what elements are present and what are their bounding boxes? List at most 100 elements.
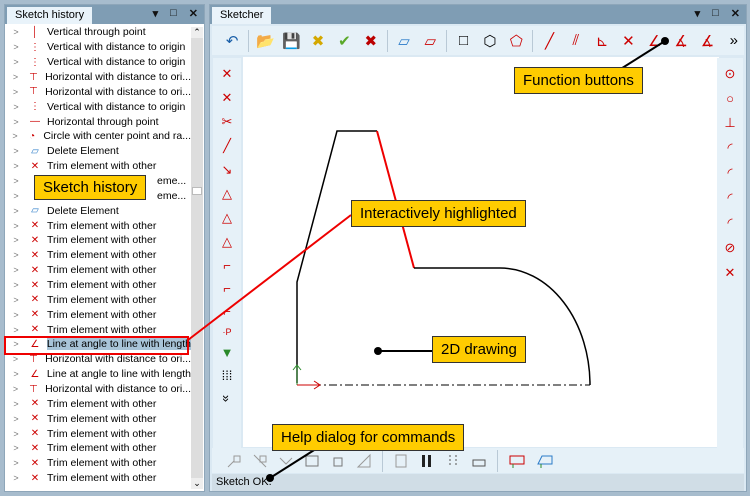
- history-scrollbar[interactable]: ⌃ ⌄: [191, 27, 203, 489]
- drawing-canvas[interactable]: [243, 57, 719, 447]
- history-item[interactable]: > ✕ Trim element with other: [5, 263, 191, 278]
- expand-chevron-icon[interactable]: >: [13, 443, 19, 454]
- fillet-icon[interactable]: △: [222, 186, 232, 201]
- circle-icon[interactable]: ○: [726, 91, 734, 106]
- history-item[interactable]: > ⋮ Vertical with distance to origin: [5, 55, 191, 70]
- expand-chevron-icon[interactable]: >: [13, 458, 19, 469]
- arc-icon[interactable]: ◜: [727, 165, 733, 180]
- perpendicular-line-icon[interactable]: ⊾: [595, 32, 609, 50]
- history-item[interactable]: > ⋮ Vertical with distance to origin: [5, 40, 191, 55]
- history-item[interactable]: > ✕ Trim element with other: [5, 307, 191, 322]
- constraint-icon[interactable]: [278, 453, 294, 469]
- history-item[interactable]: > ✕ Trim element with other: [5, 278, 191, 293]
- corner-icon[interactable]: ⌐: [223, 258, 231, 273]
- triangle-down-icon[interactable]: ▼: [220, 345, 234, 360]
- expand-chevron-icon[interactable]: >: [12, 86, 19, 97]
- circle-tangent-icon[interactable]: ⊥: [724, 115, 736, 130]
- history-item[interactable]: > ▱ Delete Element: [5, 144, 191, 159]
- history-item[interactable]: > ⋮ Vertical with distance to origin: [5, 99, 191, 114]
- history-item[interactable]: > ✕ Trim element with other: [5, 292, 191, 307]
- close-icon[interactable]: ✕: [188, 8, 198, 20]
- expand-chevron-icon[interactable]: >: [13, 294, 19, 305]
- corner-icon[interactable]: ⌐: [223, 281, 231, 296]
- expand-chevron-icon[interactable]: >: [13, 42, 19, 53]
- angle-line-length-icon[interactable]: ∡: [674, 32, 688, 50]
- maximize-icon[interactable]: □: [712, 7, 719, 19]
- trim-tool-icon[interactable]: ✕: [221, 66, 233, 81]
- arc-icon[interactable]: ◜: [727, 190, 733, 205]
- close-sketch-icon[interactable]: ✖: [364, 32, 378, 50]
- expand-chevron-icon[interactable]: >: [12, 354, 19, 365]
- arc-icon[interactable]: ◜: [727, 140, 733, 155]
- history-item[interactable]: > ✕ Trim element with other: [5, 456, 191, 471]
- history-item[interactable]: > ✕ Trim element with other: [5, 441, 191, 456]
- chamfer-icon[interactable]: △: [222, 234, 232, 249]
- layout-icon[interactable]: [393, 453, 409, 469]
- grid-icon[interactable]: ⁞⁞⁞: [221, 368, 233, 383]
- cancel-x-icon[interactable]: ✖: [311, 32, 325, 50]
- menu-icon[interactable]: ▾: [152, 8, 159, 20]
- history-item[interactable]: > │ Vertical through point: [5, 25, 191, 40]
- expand-chevron-icon[interactable]: >: [13, 309, 19, 320]
- expand-chevron-icon[interactable]: >: [13, 265, 19, 276]
- history-item[interactable]: > ⊤ Horizontal with distance to ori...: [5, 84, 191, 99]
- circle-point-icon[interactable]: ⊙: [724, 66, 736, 81]
- expand-chevron-icon[interactable]: >: [12, 384, 19, 395]
- constraint-icon[interactable]: [330, 453, 346, 469]
- undo-icon[interactable]: ↶: [225, 32, 239, 50]
- arc-line-icon[interactable]: ✕: [724, 265, 736, 280]
- scroll-up-icon[interactable]: ⌃: [191, 27, 203, 38]
- constraint-icon[interactable]: [356, 453, 372, 469]
- hexagon-icon[interactable]: ⬡: [483, 32, 497, 50]
- history-item[interactable]: > ∠ Line at angle to line with length: [5, 337, 191, 352]
- history-item[interactable]: > ✕ Trim element with other: [5, 411, 191, 426]
- history-item[interactable]: > ✕ Trim element with other: [5, 159, 191, 174]
- expand-chevron-icon[interactable]: >: [13, 473, 19, 484]
- expand-chevron-icon[interactable]: >: [13, 339, 19, 350]
- history-item[interactable]: > ✕ Trim element with other: [5, 233, 191, 248]
- layout-icon[interactable]: [419, 453, 435, 469]
- menu-icon[interactable]: ▾: [694, 8, 701, 20]
- line-icon[interactable]: ╱: [544, 32, 554, 50]
- expand-chevron-icon[interactable]: >: [12, 131, 18, 142]
- maximize-icon[interactable]: □: [170, 7, 177, 19]
- view-icon[interactable]: [508, 453, 526, 469]
- history-item[interactable]: > ✕ Trim element with other: [5, 471, 191, 486]
- history-item[interactable]: > ✕ Trim element with other: [5, 396, 191, 411]
- expand-chevron-icon[interactable]: >: [13, 161, 19, 172]
- expand-chevron-icon[interactable]: >: [13, 205, 19, 216]
- history-item[interactable]: > ✕ Trim element with other: [5, 322, 191, 337]
- trim-tool-icon[interactable]: ✕: [221, 90, 233, 105]
- expand-chevron-icon[interactable]: >: [13, 190, 19, 201]
- history-item[interactable]: > ∠ Line at angle to line with length: [5, 367, 191, 382]
- confirm-check-icon[interactable]: ✔: [338, 32, 351, 50]
- angle-line-to-line-icon[interactable]: ∡: [700, 32, 715, 50]
- expand-chevron-icon[interactable]: >: [13, 101, 19, 112]
- eraser-construction-icon[interactable]: ▱: [424, 32, 437, 50]
- expand-chevron-icon[interactable]: >: [13, 250, 19, 261]
- rectangle-icon[interactable]: □: [459, 32, 469, 49]
- view-icon[interactable]: [536, 453, 554, 469]
- expand-chevron-icon[interactable]: >: [13, 398, 19, 409]
- expand-chevron-icon[interactable]: >: [13, 27, 19, 38]
- corner-icon[interactable]: ⌐: [223, 304, 231, 319]
- layout-icon[interactable]: [471, 453, 487, 469]
- expand-chevron-icon[interactable]: >: [13, 220, 19, 231]
- tangent-line-icon[interactable]: ╱: [223, 138, 231, 153]
- arc-icon[interactable]: ◜: [727, 215, 733, 230]
- history-item[interactable]: > eme...: [5, 188, 191, 203]
- history-item[interactable]: > ⊤ Horizontal with distance to ori...: [5, 70, 191, 85]
- history-item[interactable]: > — Horizontal through point: [5, 114, 191, 129]
- expand-chevron-icon[interactable]: >: [13, 146, 19, 157]
- history-item[interactable]: > ✕ Trim element with other: [5, 426, 191, 441]
- tab-sketch-history[interactable]: Sketch history: [7, 7, 93, 24]
- polygon-icon[interactable]: ⬠: [509, 32, 523, 50]
- parallel-line-icon[interactable]: ⫽: [572, 32, 580, 49]
- expand-chevron-icon[interactable]: >: [12, 72, 19, 82]
- toolbar-overflow-icon[interactable]: »: [729, 32, 738, 49]
- expand-chevron-icon[interactable]: >: [13, 324, 19, 335]
- arrow-line-icon[interactable]: ↘: [221, 162, 233, 177]
- history-item[interactable]: > ⊤ Horizontal with distance to ori...: [5, 352, 191, 367]
- scroll-thumb[interactable]: [192, 187, 202, 195]
- history-item[interactable]: > ⊤ Horizontal with distance to ori...: [5, 382, 191, 397]
